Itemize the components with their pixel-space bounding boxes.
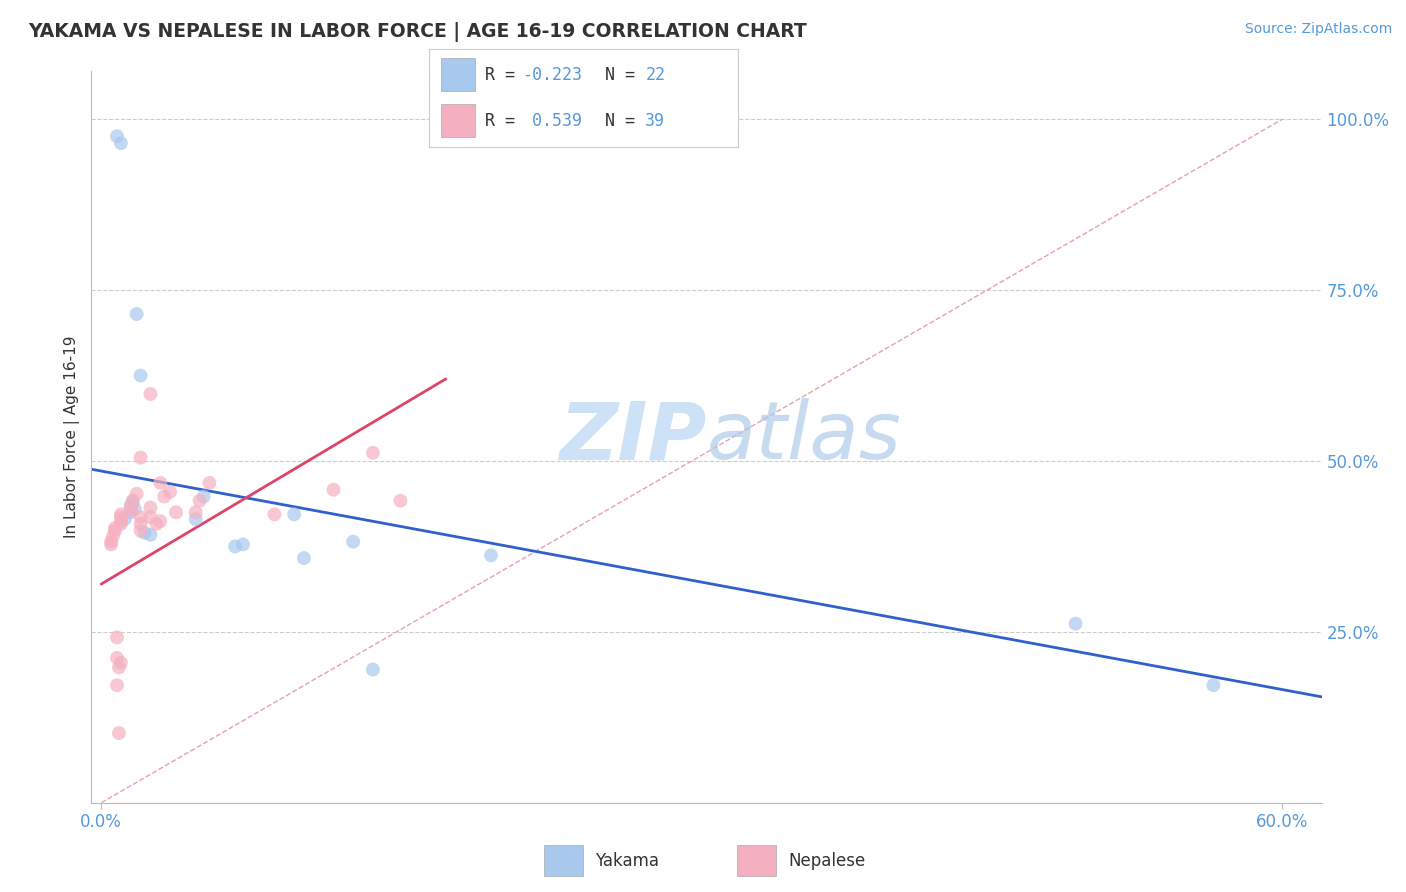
- Text: Yakama: Yakama: [595, 852, 659, 870]
- Point: [153, 490, 176, 504]
- Point: [145, 516, 167, 531]
- Point: [101, 529, 124, 543]
- Point: [121, 495, 143, 509]
- Text: N =: N =: [605, 66, 645, 84]
- Bar: [441, 58, 475, 91]
- Point: [110, 514, 132, 528]
- Point: [121, 493, 143, 508]
- Text: Source: ZipAtlas.com: Source: ZipAtlas.com: [1244, 22, 1392, 37]
- Point: [114, 512, 136, 526]
- Point: [263, 508, 285, 522]
- Point: [120, 500, 142, 515]
- Point: [108, 726, 131, 740]
- Point: [184, 505, 207, 519]
- Point: [124, 501, 146, 516]
- Point: [129, 516, 152, 531]
- Point: [322, 483, 344, 497]
- Point: [105, 678, 128, 692]
- Text: 0.539: 0.539: [522, 112, 582, 129]
- Point: [188, 493, 211, 508]
- Point: [120, 503, 142, 517]
- Point: [479, 549, 502, 563]
- Text: atlas: atlas: [706, 398, 901, 476]
- Point: [110, 656, 132, 670]
- Point: [105, 651, 128, 665]
- Bar: [441, 104, 475, 137]
- Text: ZIP: ZIP: [560, 398, 706, 476]
- Point: [1202, 678, 1225, 692]
- Point: [361, 663, 384, 677]
- Text: Nepalese: Nepalese: [787, 852, 865, 870]
- Point: [361, 446, 384, 460]
- Point: [129, 450, 152, 465]
- Text: 22: 22: [645, 66, 665, 84]
- Point: [193, 490, 215, 504]
- Point: [389, 493, 412, 508]
- Point: [120, 505, 142, 519]
- Point: [224, 540, 246, 554]
- Bar: [737, 846, 776, 876]
- Point: [129, 368, 152, 383]
- Point: [104, 524, 127, 538]
- Point: [1064, 616, 1087, 631]
- Point: [342, 534, 364, 549]
- Point: [104, 521, 127, 535]
- Point: [110, 516, 132, 531]
- Text: R =: R =: [485, 112, 524, 129]
- Text: 39: 39: [645, 112, 665, 129]
- Point: [283, 508, 305, 522]
- Point: [139, 510, 162, 524]
- Point: [159, 484, 181, 499]
- Point: [149, 475, 172, 490]
- Point: [198, 475, 221, 490]
- Text: -0.223: -0.223: [522, 66, 582, 84]
- Point: [134, 525, 156, 540]
- Point: [120, 499, 142, 513]
- Point: [100, 537, 122, 551]
- Point: [232, 537, 254, 551]
- Point: [105, 129, 128, 144]
- Point: [105, 631, 128, 645]
- Point: [139, 528, 162, 542]
- Point: [149, 514, 172, 528]
- Point: [125, 307, 148, 321]
- Point: [292, 551, 315, 566]
- Point: [165, 505, 187, 519]
- Point: [110, 508, 132, 522]
- Text: YAKAMA VS NEPALESE IN LABOR FORCE | AGE 16-19 CORRELATION CHART: YAKAMA VS NEPALESE IN LABOR FORCE | AGE …: [28, 22, 807, 42]
- Point: [184, 512, 207, 526]
- Y-axis label: In Labor Force | Age 16-19: In Labor Force | Age 16-19: [65, 335, 80, 539]
- Bar: [544, 846, 583, 876]
- Point: [139, 387, 162, 401]
- Point: [125, 487, 148, 501]
- Point: [110, 136, 132, 150]
- Point: [129, 510, 152, 524]
- Point: [108, 660, 131, 674]
- Point: [139, 500, 162, 515]
- Point: [110, 510, 132, 524]
- Point: [129, 524, 152, 538]
- Text: R =: R =: [485, 66, 524, 84]
- Text: N =: N =: [605, 112, 645, 129]
- Point: [100, 534, 122, 549]
